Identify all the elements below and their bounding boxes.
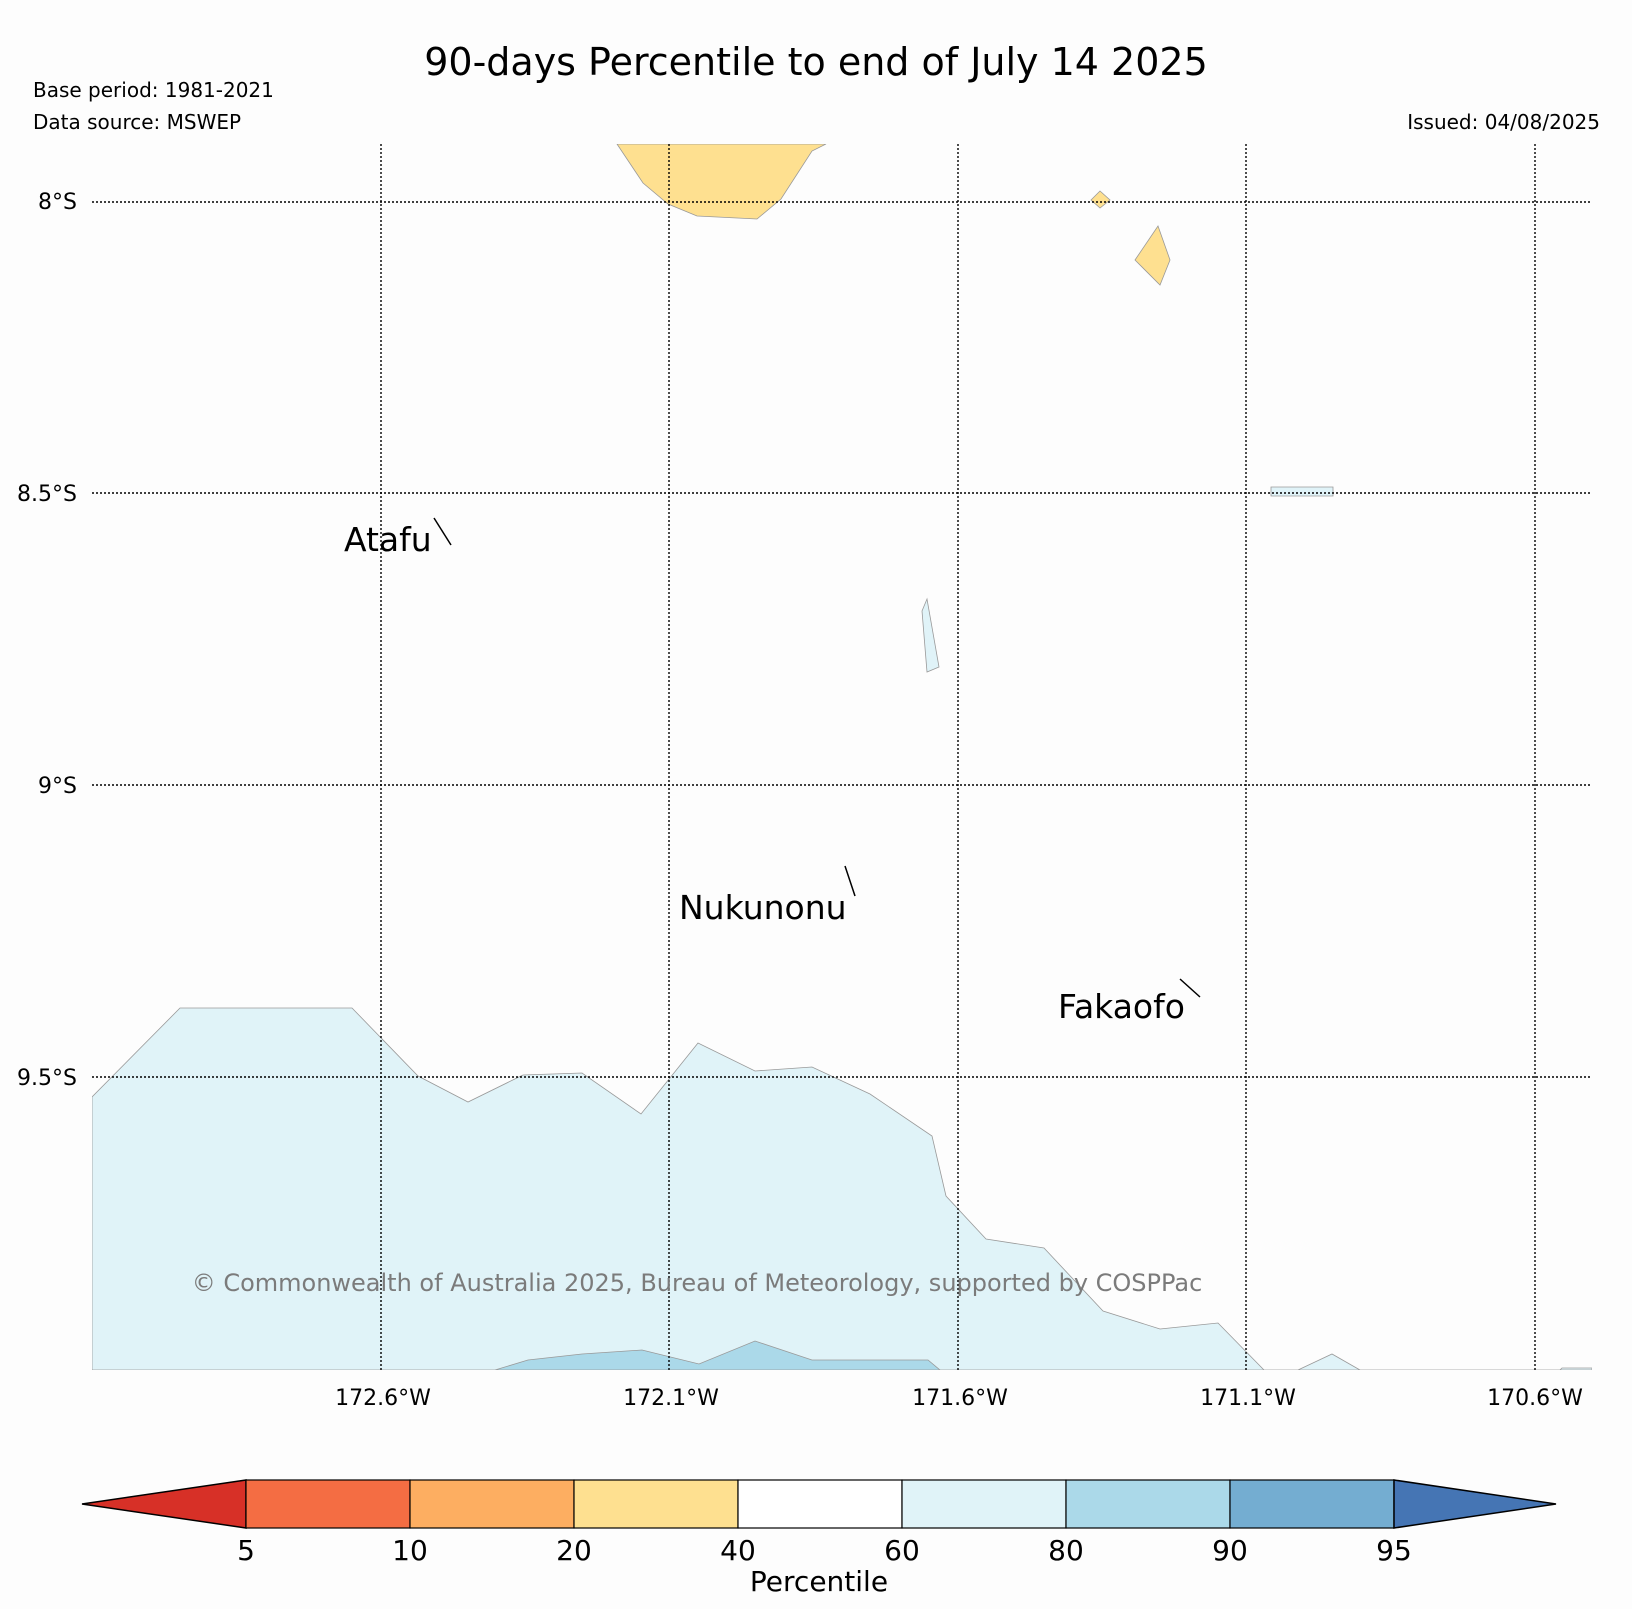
colorbar-tick-label: 80 bbox=[1048, 1534, 1084, 1567]
colorbar-extension-low bbox=[81, 1479, 247, 1529]
lat-label: 8.5°S bbox=[17, 482, 77, 507]
colorbar-swatch bbox=[573, 1479, 739, 1529]
lat-label: 8°S bbox=[38, 190, 77, 215]
region-80-90-south bbox=[494, 1340, 941, 1370]
region-20-40-small-2 bbox=[1134, 225, 1171, 286]
island-fakaofo bbox=[1179, 978, 1201, 998]
lon-label: 172.1°W bbox=[623, 1386, 719, 1411]
shaded-regions bbox=[92, 144, 1592, 1370]
lon-label: 170.6°W bbox=[1487, 1386, 1583, 1411]
data-source: Data source: MSWEP bbox=[33, 110, 242, 134]
gridlines bbox=[92, 144, 1592, 1370]
colorbar-tick-label: 95 bbox=[1376, 1534, 1412, 1567]
colorbar-extension-high bbox=[1393, 1479, 1557, 1529]
region-60-80-corner bbox=[1559, 1367, 1592, 1370]
lon-label: 172.6°W bbox=[335, 1386, 431, 1411]
colorbar-swatch bbox=[901, 1479, 1067, 1529]
page-title: 90-days Percentile to end of July 14 202… bbox=[424, 40, 1208, 84]
colorbar-swatch bbox=[409, 1479, 575, 1529]
lon-label: 171.6°W bbox=[912, 1386, 1008, 1411]
colorbar-tick-label: 10 bbox=[392, 1534, 428, 1567]
region-60-80-sliver bbox=[921, 597, 940, 673]
issued-date: Issued: 04/08/2025 bbox=[1407, 110, 1600, 134]
copyright-notice: © Commonwealth of Australia 2025, Bureau… bbox=[192, 1269, 1203, 1297]
region-60-80-bar bbox=[1270, 486, 1334, 497]
colorbar-title: Percentile bbox=[750, 1565, 888, 1598]
colorbar-swatch bbox=[1229, 1479, 1395, 1529]
island-nukunonu bbox=[844, 865, 856, 897]
lon-label: 171.1°W bbox=[1200, 1386, 1296, 1411]
colorbar-swatch bbox=[245, 1479, 411, 1529]
place-label-nukunonu: Nukunonu bbox=[679, 888, 847, 927]
colorbar-tick-label: 60 bbox=[884, 1534, 920, 1567]
colorbar-swatch bbox=[1065, 1479, 1231, 1529]
region-20-40-small-1 bbox=[1090, 190, 1111, 209]
colorbar-tick-label: 90 bbox=[1212, 1534, 1248, 1567]
place-label-atafu: Atafu bbox=[344, 520, 432, 559]
colorbar-swatch bbox=[737, 1479, 903, 1529]
region-20-40-north bbox=[616, 144, 827, 220]
base-period: Base period: 1981-2021 bbox=[33, 78, 274, 102]
colorbar-legend: 5 10 20 40 60 80 90 95 bbox=[81, 1479, 1557, 1567]
lat-label: 9.5°S bbox=[17, 1066, 77, 1091]
colorbar-tick-label: 5 bbox=[237, 1534, 255, 1567]
islands bbox=[433, 517, 1201, 998]
lat-label: 9°S bbox=[38, 774, 77, 799]
colorbar-tick-label: 40 bbox=[720, 1534, 756, 1567]
island-atafu bbox=[433, 517, 452, 546]
colorbar-tick-label: 20 bbox=[556, 1534, 592, 1567]
place-label-fakaofo: Fakaofo bbox=[1058, 987, 1185, 1026]
region-60-80-south bbox=[92, 1007, 1592, 1370]
